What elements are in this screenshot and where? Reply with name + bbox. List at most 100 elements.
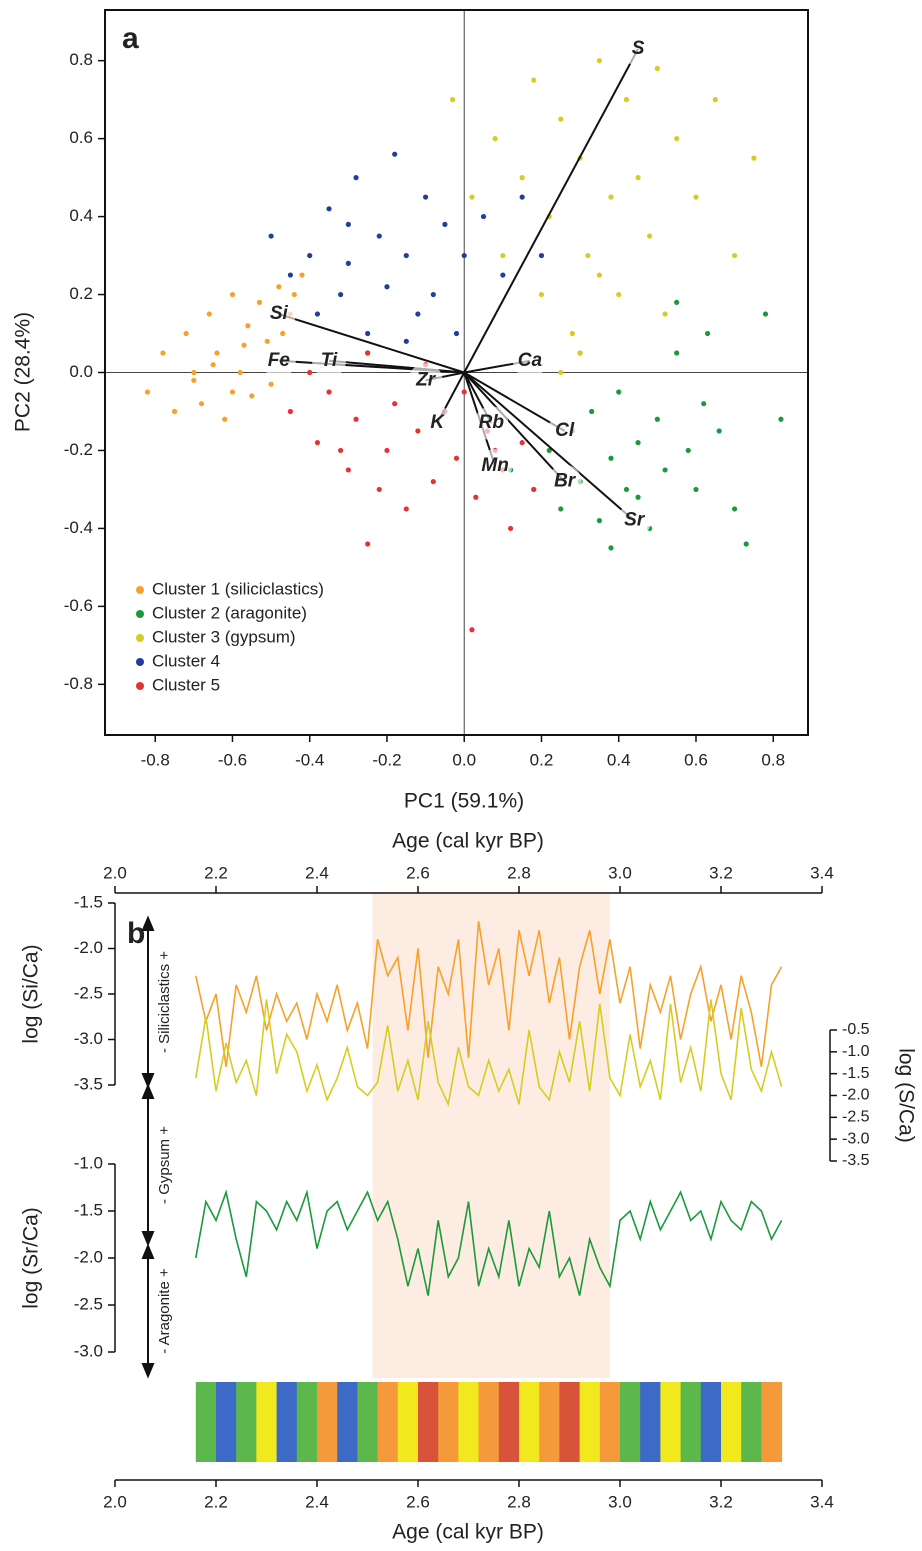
cluster-stripe — [498, 1382, 520, 1462]
legend-label: Cluster 4 — [152, 651, 220, 670]
point — [608, 194, 614, 200]
point — [338, 447, 344, 454]
y-tick-label: -2.5 — [74, 983, 103, 1002]
cluster-stripe — [599, 1382, 621, 1462]
cluster-stripe — [418, 1382, 439, 1462]
point — [473, 494, 479, 500]
point — [712, 97, 718, 103]
point — [596, 272, 603, 278]
x-tick-label: 3.4 — [810, 863, 834, 882]
annotation: - Siliciclastics + — [156, 951, 173, 1053]
point — [616, 291, 622, 298]
point — [241, 342, 247, 348]
point — [732, 506, 738, 512]
point — [674, 299, 680, 305]
y-axis-title: PC2 (28.4%) — [12, 312, 35, 432]
legend-label: Cluster 1 (siliciclastics) — [152, 579, 324, 598]
point — [256, 299, 263, 305]
point — [392, 401, 398, 407]
point — [353, 416, 359, 422]
series-line — [195, 999, 783, 1107]
cluster-stripe — [397, 1382, 419, 1462]
y-tick-label: -2.5 — [74, 1294, 103, 1313]
y-tick-label: -2.0 — [74, 1247, 103, 1266]
x-tick-label: 0.8 — [761, 750, 785, 769]
point — [519, 194, 525, 200]
vector-label: Mn — [481, 455, 508, 476]
vector-label: Br — [554, 471, 577, 492]
y-tick-label: 0.2 — [69, 284, 93, 303]
cluster-stripe — [700, 1382, 722, 1462]
point — [160, 350, 166, 356]
point — [430, 479, 436, 485]
point — [546, 447, 552, 454]
y-tick-label: -1.0 — [842, 1043, 870, 1060]
point — [519, 440, 525, 446]
x-tick-label: 0.6 — [684, 750, 708, 769]
label-bubble — [621, 31, 656, 66]
point — [716, 428, 722, 434]
point — [704, 330, 711, 337]
point — [365, 541, 371, 547]
point — [210, 362, 216, 368]
x-tick-label: 2.0 — [103, 1492, 127, 1511]
highlight — [372, 893, 610, 1378]
y-tick-label: -3.5 — [74, 1074, 103, 1093]
point — [287, 272, 294, 278]
point — [384, 284, 390, 290]
point — [442, 221, 448, 227]
point — [206, 311, 212, 317]
point — [264, 338, 270, 344]
vector-label: Si — [270, 303, 289, 324]
label-bubble — [261, 297, 296, 332]
x-tick-label: 2.6 — [406, 1492, 430, 1511]
vector-label: Sr — [624, 510, 646, 531]
cluster-stripe — [317, 1382, 338, 1462]
y-tick-label: 0.4 — [69, 206, 93, 225]
loading-vector — [463, 48, 639, 373]
point — [287, 408, 294, 415]
point — [685, 447, 691, 454]
y-axis-title: log (Si/Ca) — [20, 944, 43, 1043]
point — [647, 233, 653, 239]
point — [376, 486, 382, 493]
point — [762, 311, 769, 317]
point — [245, 323, 251, 329]
point — [276, 284, 282, 290]
cluster-stripe — [438, 1382, 459, 1462]
label-bubble — [408, 363, 443, 398]
point — [635, 440, 641, 446]
point — [403, 506, 409, 512]
point — [743, 541, 749, 547]
cluster-stripe — [761, 1382, 783, 1462]
point — [569, 330, 575, 337]
vector-label: Ca — [518, 350, 543, 371]
point — [453, 455, 460, 461]
x-axis-title: Age (cal kyr BP) — [392, 830, 544, 853]
point — [585, 252, 591, 259]
label-bubble — [547, 464, 582, 499]
y-tick-label: 0.8 — [69, 50, 93, 69]
label-bubble — [261, 343, 296, 378]
x-tick-label: 3.2 — [709, 863, 733, 882]
y-tick-label: -3.5 — [842, 1152, 870, 1169]
point — [280, 330, 286, 337]
point — [596, 518, 603, 524]
x-tick-label: 3.0 — [608, 1492, 632, 1511]
y-tick-label: -3.0 — [74, 1341, 103, 1360]
cluster-stripe — [559, 1382, 581, 1462]
label-bubble — [547, 413, 582, 448]
panel-label: b — [127, 917, 145, 950]
point — [654, 65, 660, 72]
x-tick-label: 2.8 — [507, 863, 531, 882]
point — [222, 416, 228, 422]
point — [384, 447, 390, 454]
point — [268, 381, 274, 387]
point — [623, 486, 630, 493]
point — [674, 350, 680, 356]
loading-vector — [328, 359, 465, 374]
y-tick-label: -0.2 — [64, 440, 93, 459]
cluster-stripe — [458, 1382, 480, 1462]
label-bubble — [478, 449, 513, 484]
point — [558, 369, 564, 376]
